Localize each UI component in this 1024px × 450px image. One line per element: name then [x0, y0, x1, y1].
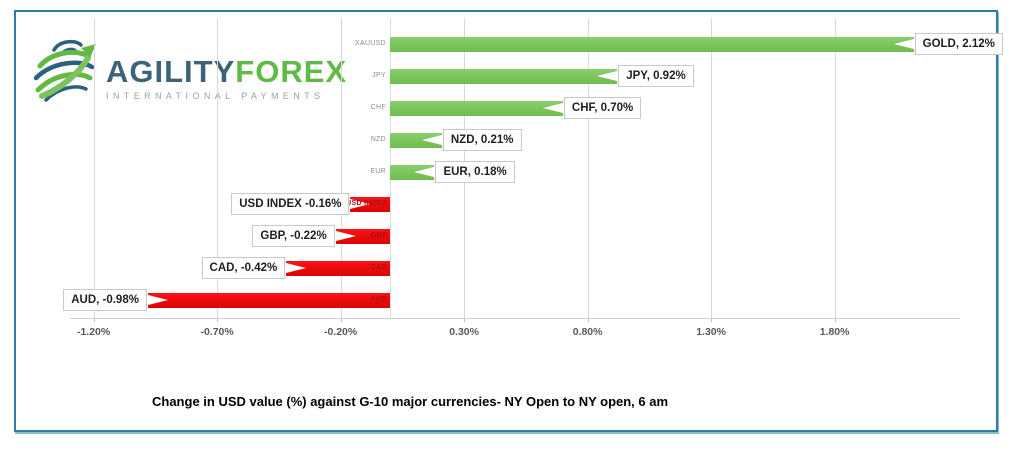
x-axis-tick-label: -0.20% — [323, 326, 358, 338]
x-axis-tick-label: -1.20% — [76, 326, 111, 338]
data-label-gbp: GBP, -0.22% — [252, 225, 335, 247]
label-callout-tail — [597, 71, 618, 81]
label-callout-tail — [542, 103, 563, 113]
category-label-nzd: NZD — [370, 136, 386, 143]
label-callout-tail — [350, 199, 371, 209]
x-gridline — [93, 18, 95, 318]
x-axis-tick-label: 1.80% — [819, 326, 850, 338]
brand-name-agility: AGILITY — [106, 54, 236, 89]
x-gridline — [217, 18, 219, 318]
data-label-usd-index: USD INDEX -0.16% — [231, 193, 350, 215]
category-label-gbp: GBP — [370, 232, 387, 239]
data-label-xauusd: GOLD, 2.12% — [914, 33, 1003, 55]
x-tickmark — [464, 318, 466, 322]
label-callout-tail — [421, 135, 442, 145]
category-label-eur: EUR — [370, 168, 386, 175]
x-tickmark — [711, 318, 713, 322]
data-label-eur: EUR, 0.18% — [435, 161, 515, 183]
x-axis-tick-label: 1.30% — [696, 326, 726, 338]
category-label-chf: CHF — [370, 104, 386, 111]
x-gridline — [340, 18, 342, 318]
data-label-cad: CAD, -0.42% — [201, 257, 286, 279]
label-callout-tail — [893, 39, 914, 49]
x-tickmark — [217, 318, 219, 322]
x-axis-tick-label: -0.70% — [200, 326, 234, 338]
x-tickmark — [340, 318, 342, 322]
x-tickmark — [834, 318, 836, 322]
bar-jpy — [390, 68, 618, 84]
category-label-usd-index: USD INDEX — [346, 200, 387, 207]
label-callout-tail — [335, 231, 356, 241]
brand-name-forex: FOREX — [235, 54, 348, 89]
x-tickmark — [587, 318, 589, 322]
globe-swoosh-icon — [33, 39, 96, 102]
category-label-aud: AUD — [370, 296, 387, 303]
category-label-xauusd: XAUUSD — [355, 40, 386, 47]
x-axis-line — [70, 318, 960, 319]
chart-title: Change in USD value (%) against G-10 maj… — [152, 394, 669, 409]
label-callout-tail — [147, 295, 168, 305]
x-tickmark — [93, 318, 95, 322]
x-gridline — [834, 18, 836, 318]
data-label-jpy: JPY, 0.92% — [618, 65, 694, 87]
bar-chf — [390, 100, 563, 116]
agilityforex-logo: AGILITYFOREX INTERNATIONAL PAYMENTS — [28, 36, 346, 106]
label-callout-tail — [286, 263, 307, 273]
x-axis-tick-label: 0.30% — [449, 326, 479, 338]
category-label-jpy: JPY — [372, 72, 386, 79]
bar-cad — [286, 260, 390, 276]
bar-xauusd — [390, 36, 914, 52]
brand-tagline: INTERNATIONAL PAYMENTS — [106, 91, 325, 101]
data-label-aud: AUD, -0.98% — [63, 289, 147, 311]
x-gridline — [711, 18, 713, 318]
data-label-nzd: NZD, 0.21% — [442, 129, 522, 151]
data-label-chf: CHF, 0.70% — [563, 97, 642, 119]
x-axis-tick-label: 0.80% — [572, 326, 603, 338]
label-callout-tail — [414, 167, 435, 177]
x-gridline — [587, 18, 589, 318]
bar-aud — [147, 292, 390, 308]
category-label-cad: CAD — [370, 264, 387, 271]
